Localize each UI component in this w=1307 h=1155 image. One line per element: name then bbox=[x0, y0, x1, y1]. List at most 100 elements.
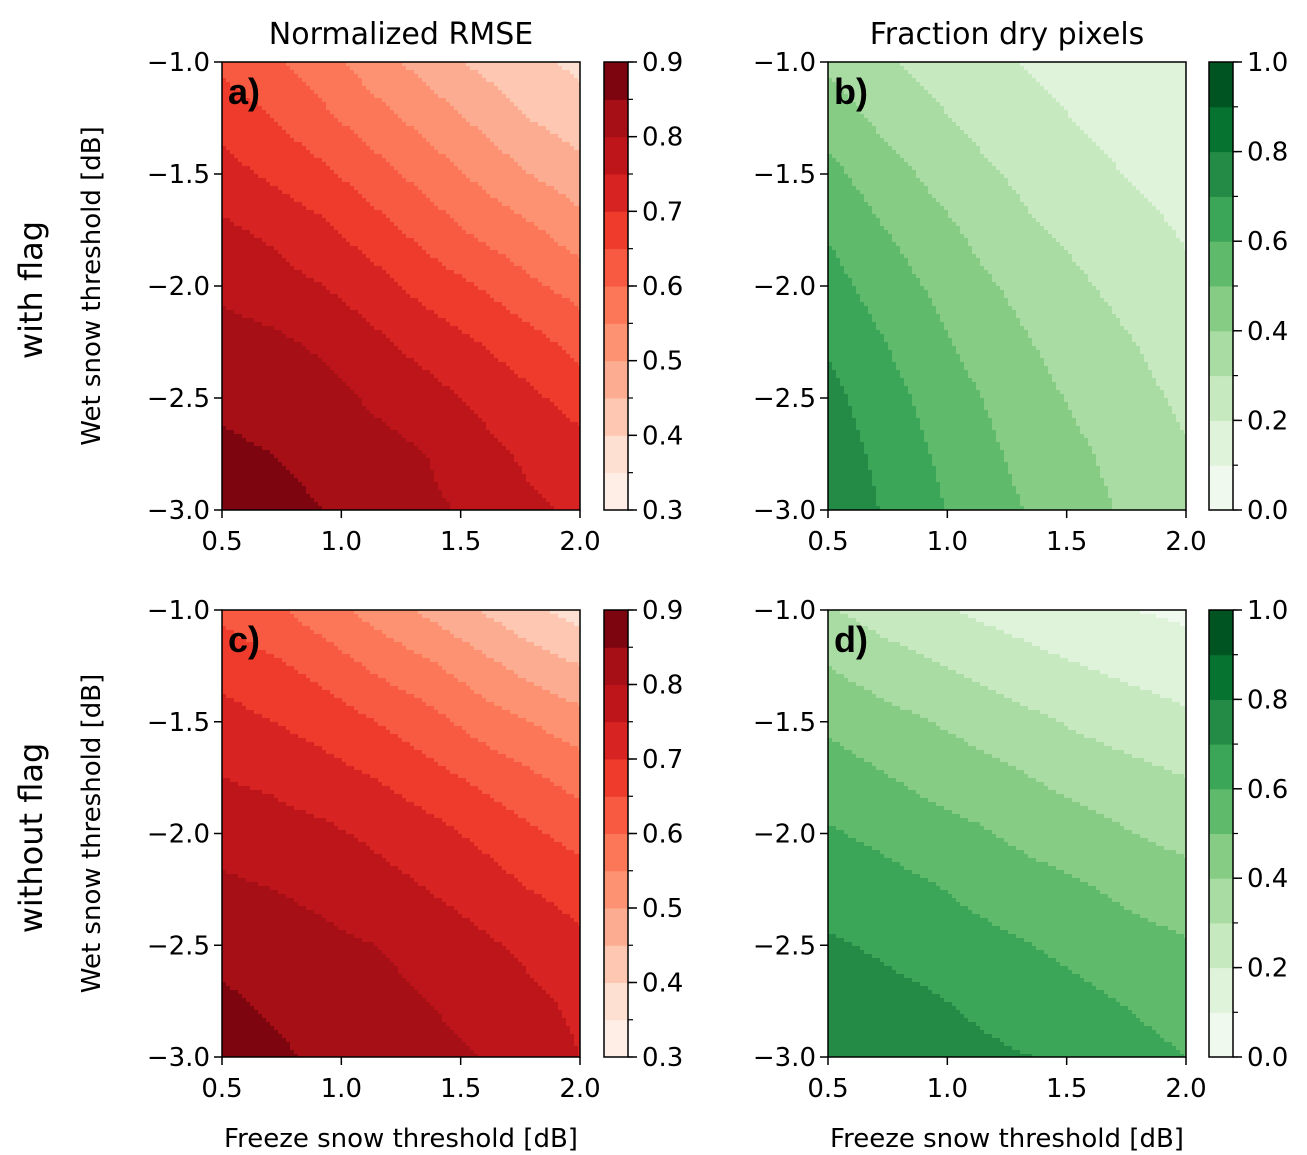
contour-cell bbox=[338, 194, 343, 199]
contour-cell bbox=[246, 238, 251, 243]
contour-cell bbox=[274, 186, 279, 191]
contour-cell bbox=[394, 166, 399, 171]
contour-cell bbox=[394, 250, 399, 255]
contour-cell bbox=[518, 70, 523, 75]
contour-cell bbox=[538, 206, 543, 211]
contour-cell bbox=[486, 126, 491, 131]
contour-cell bbox=[394, 258, 399, 263]
contour-cell bbox=[522, 78, 527, 83]
contour-cell bbox=[254, 206, 259, 211]
contour-cell bbox=[534, 70, 539, 75]
contour-cell bbox=[286, 266, 291, 271]
contour-cell bbox=[526, 182, 531, 187]
contour-cell bbox=[258, 274, 263, 279]
contour-cell bbox=[258, 150, 263, 155]
contour-cell bbox=[234, 90, 239, 95]
contour-cell bbox=[562, 210, 567, 215]
contour-cell bbox=[334, 274, 339, 279]
contour-cell bbox=[402, 122, 407, 127]
contour-cell bbox=[330, 234, 335, 239]
contour-cell bbox=[334, 210, 339, 215]
contour-cell bbox=[250, 162, 255, 167]
contour-cell bbox=[278, 178, 283, 183]
contour-cell bbox=[330, 114, 335, 119]
contour-cell bbox=[426, 166, 431, 171]
contour-cell bbox=[338, 178, 343, 183]
contour-cell bbox=[506, 122, 511, 127]
contour-cell bbox=[342, 266, 347, 271]
contour-cell bbox=[546, 250, 551, 255]
contour-cell bbox=[518, 62, 523, 67]
contour-cell bbox=[550, 182, 555, 187]
contour-cell bbox=[258, 190, 263, 195]
contour-cell bbox=[386, 62, 391, 67]
contour-cell bbox=[254, 86, 259, 91]
contour-cell bbox=[314, 206, 319, 211]
contour-cell bbox=[446, 234, 451, 239]
contour-cell bbox=[362, 246, 367, 251]
contour-cell bbox=[534, 106, 539, 111]
contour-cell bbox=[534, 102, 539, 107]
contour-cell bbox=[274, 82, 279, 87]
contour-cell bbox=[498, 142, 503, 147]
contour-cell bbox=[518, 142, 523, 147]
contour-cell bbox=[542, 226, 547, 231]
contour-cell bbox=[534, 170, 539, 175]
contour-cell bbox=[262, 126, 267, 131]
contour-cell bbox=[454, 90, 459, 95]
contour-cell bbox=[410, 174, 415, 179]
contour-cell bbox=[518, 106, 523, 111]
contour-cell bbox=[450, 74, 455, 79]
contour-cell bbox=[222, 146, 227, 151]
contour-cell bbox=[298, 214, 303, 219]
contour-cell bbox=[338, 218, 343, 223]
contour-cell bbox=[414, 74, 419, 79]
contour-cell bbox=[354, 226, 359, 231]
contour-cell bbox=[410, 274, 415, 279]
contour-cell bbox=[462, 146, 467, 151]
contour-cell bbox=[246, 74, 251, 79]
contour-cell bbox=[566, 66, 571, 71]
contour-cell bbox=[442, 210, 447, 215]
contour-cell bbox=[526, 234, 531, 239]
contour-cell bbox=[402, 254, 407, 259]
contour-cell bbox=[430, 90, 435, 95]
contour-cell bbox=[530, 254, 535, 259]
contour-cell bbox=[482, 218, 487, 223]
contour-cell bbox=[294, 234, 299, 239]
contour-cell bbox=[330, 70, 335, 75]
contour-cell bbox=[442, 218, 447, 223]
contour-cell bbox=[326, 206, 331, 211]
contour-cell bbox=[466, 134, 471, 139]
contour-cell bbox=[386, 210, 391, 215]
contour-cell bbox=[366, 162, 371, 167]
contour-cell bbox=[342, 86, 347, 91]
contour-cell bbox=[494, 78, 499, 83]
contour-cell bbox=[538, 250, 543, 255]
contour-cell bbox=[550, 238, 555, 243]
contour-cell bbox=[454, 262, 459, 267]
contour-cell bbox=[382, 238, 387, 243]
contour-cell bbox=[570, 122, 575, 127]
contour-cell bbox=[494, 198, 499, 203]
contour-cell bbox=[322, 130, 327, 135]
contour-cell bbox=[394, 270, 399, 275]
contour-cell bbox=[478, 110, 483, 115]
contour-cell bbox=[458, 170, 463, 175]
contour-cell bbox=[270, 174, 275, 179]
contour-cell bbox=[526, 258, 531, 263]
contour-cell bbox=[438, 78, 443, 83]
contour-cell bbox=[306, 134, 311, 139]
contour-cell bbox=[286, 66, 291, 71]
contour-cell bbox=[362, 142, 367, 147]
contour-cell bbox=[342, 78, 347, 83]
contour-cell bbox=[558, 78, 563, 83]
contour-cell bbox=[570, 174, 575, 179]
contour-cell bbox=[446, 266, 451, 271]
contour-cell bbox=[382, 190, 387, 195]
contour-cell bbox=[274, 190, 279, 195]
contour-cell bbox=[442, 242, 447, 247]
contour-cell bbox=[490, 118, 495, 123]
contour-cell bbox=[538, 170, 543, 175]
contour-cell bbox=[510, 270, 515, 275]
